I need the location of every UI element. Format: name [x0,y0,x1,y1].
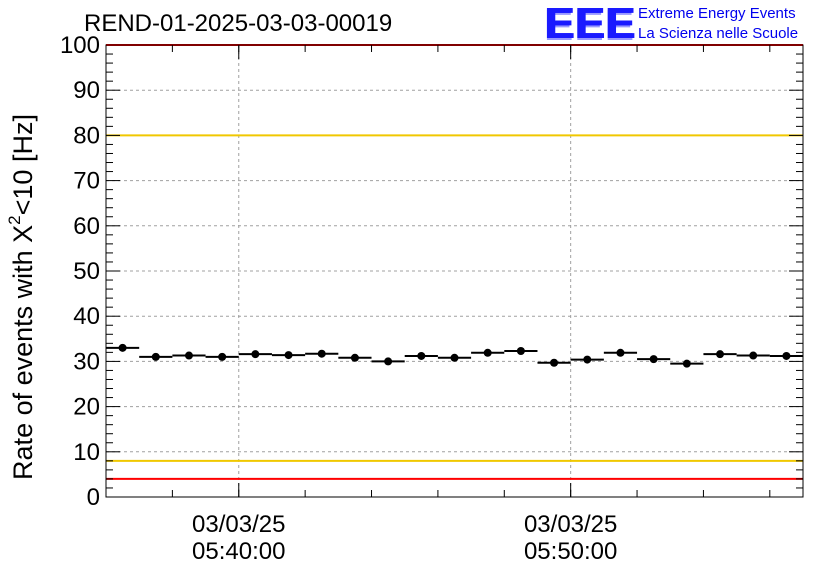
y-tick-label: 40 [73,303,100,330]
data-series [106,343,803,368]
data-point [583,355,592,364]
data-point [118,343,127,352]
y-tick-label: 70 [73,168,100,195]
data-point [450,353,459,362]
axis-labels: 010203040506070809010003/03/2505:40:0003… [60,32,617,565]
data-point [716,350,725,359]
x-tick-label-date: 03/03/25 [524,511,617,538]
plot-frame [105,44,804,498]
data-point [649,355,658,364]
y-tick-label: 10 [73,439,100,466]
y-tick-label: 80 [73,122,100,149]
data-point [749,351,758,360]
data-point [251,350,260,359]
data-point [151,352,160,361]
reference-lines [106,44,803,480]
logo-caption-line1: Extreme Energy Events [638,5,796,22]
data-point [384,357,393,366]
eee-logo: EEE [544,0,636,48]
grid [106,45,803,497]
data-point [284,351,293,360]
y-tick-label: 60 [73,213,100,240]
y-tick-label: 100 [60,32,100,59]
data-point [550,358,559,367]
data-point [317,349,326,358]
x-tick-label-time: 05:40:00 [192,538,285,565]
data-point [516,347,525,356]
logo-caption-line2: La Scienza nelle Scuole [638,25,799,42]
chart-title: REND-01-2025-03-03-00019 [84,10,393,37]
data-point [616,348,625,357]
y-tick-label: 50 [73,258,100,285]
data-point [417,351,426,360]
data-point [350,353,359,362]
y-tick-label: 30 [73,348,100,375]
y-tick-label: 90 [73,77,100,104]
x-tick-label-date: 03/03/25 [192,511,285,538]
data-point [682,359,691,368]
y-axis-label-main: Rate of events with X [8,225,38,480]
data-point [483,348,492,357]
y-axis-label-tail: <10 [Hz] [8,114,38,215]
y-tick-label: 0 [87,484,100,511]
y-tick-label: 20 [73,394,100,421]
y-axis-label: Rate of events with X2<10 [Hz] [5,114,38,480]
data-point [218,352,227,361]
logo-caption: Extreme Energy Events La Scienza nelle S… [638,4,798,44]
data-point [782,351,791,360]
y-axis-label-superscript: 2 [5,215,24,224]
data-point [184,351,193,360]
x-tick-label-time: 05:50:00 [524,538,617,565]
